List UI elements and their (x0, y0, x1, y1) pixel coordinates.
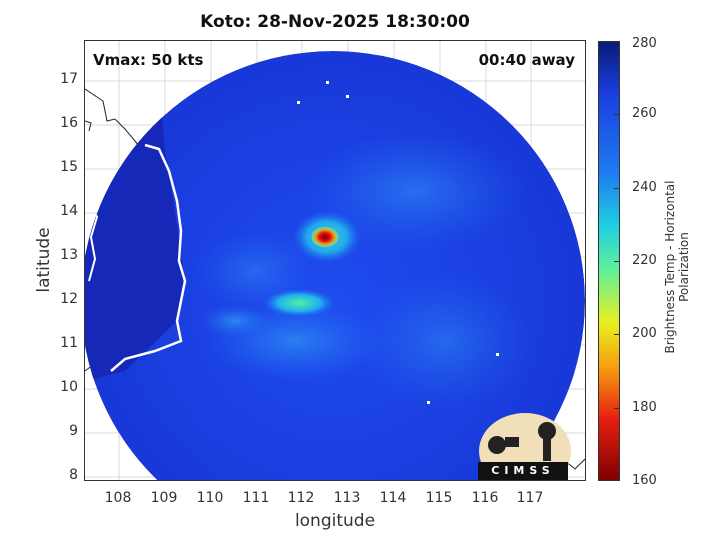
x-tick: 113 (333, 490, 361, 506)
y-tick: 11 (60, 335, 78, 351)
x-tick: 117 (516, 490, 544, 506)
y-tick: 9 (69, 423, 78, 439)
y-tick: 8 (69, 467, 78, 483)
cimss-logo-text: CIMSS (478, 462, 568, 480)
y-axis-label: latitude (34, 227, 54, 293)
x-tick: 108 (104, 490, 132, 506)
y-tick: 15 (60, 159, 78, 175)
x-tick: 116 (471, 490, 499, 506)
colorbar-tick: 260 (632, 106, 657, 121)
colorbar-tick: 160 (632, 473, 657, 488)
colorbar-label: Brightness Temp - Horizontal Polarizatio… (663, 180, 691, 354)
x-axis-label: longitude (294, 511, 376, 531)
y-tick: 12 (60, 291, 78, 307)
satellite-image-panel: Vmax: 50 kts 00:40 away (84, 40, 586, 481)
x-tick: 112 (287, 490, 315, 506)
x-tick: 109 (150, 490, 178, 506)
y-tick: 16 (60, 115, 78, 131)
y-tick: 13 (60, 247, 78, 263)
y-tick: 14 (60, 203, 78, 219)
colorbar-tick: 200 (632, 326, 657, 341)
colorbar-tick: 220 (632, 253, 657, 268)
microwave-image (85, 41, 585, 480)
x-tick: 114 (379, 490, 407, 506)
y-tick: 10 (60, 379, 78, 395)
vmax-label: Vmax: 50 kts (93, 51, 204, 69)
x-tick: 110 (196, 490, 224, 506)
plot-title: Koto: 28-Nov-2025 18:30:00 (200, 12, 470, 32)
y-tick: 17 (60, 71, 78, 87)
time-away-label: 00:40 away (478, 51, 575, 69)
colorbar-tick: 280 (632, 36, 657, 51)
x-tick: 115 (425, 490, 453, 506)
colorbar-tick: 240 (632, 180, 657, 195)
colorbar-tick: 180 (632, 400, 657, 415)
x-tick: 111 (242, 490, 270, 506)
